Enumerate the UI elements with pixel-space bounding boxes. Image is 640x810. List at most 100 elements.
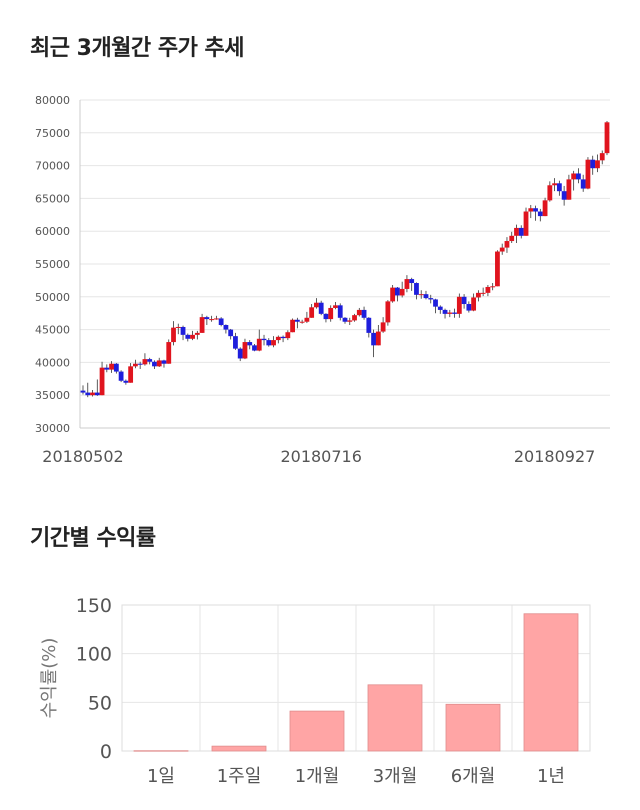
x-tick-label: 3개월 — [373, 766, 418, 787]
candle — [452, 308, 457, 318]
y-tick-label: 0 — [100, 741, 112, 763]
y-tick-label: 55000 — [35, 258, 70, 271]
candle-body — [537, 211, 543, 217]
y-tick-label: 60000 — [35, 225, 70, 238]
candle-body — [337, 305, 343, 318]
candle — [180, 325, 186, 341]
candle — [366, 317, 372, 338]
candle — [414, 282, 419, 300]
candle — [314, 298, 319, 309]
candle-body — [423, 294, 429, 299]
candle-body — [299, 321, 305, 323]
y-tick-label: 50000 — [35, 291, 70, 304]
candle-body — [194, 332, 200, 335]
candle — [599, 150, 605, 165]
candle — [104, 364, 110, 373]
candle — [171, 321, 176, 346]
candle-body — [90, 392, 95, 396]
candle-body — [480, 292, 486, 294]
candle-body — [256, 338, 262, 351]
candle — [456, 293, 462, 318]
candle — [242, 338, 248, 360]
candle-body — [518, 227, 524, 236]
candle-body — [499, 247, 505, 252]
candle — [409, 277, 415, 291]
x-tick-label: 1주일 — [217, 766, 262, 787]
candle-body — [99, 367, 105, 396]
x-tick-label: 1일 — [147, 766, 175, 787]
candle-body — [275, 336, 281, 341]
candle-body — [233, 336, 238, 349]
candle-body — [552, 183, 557, 186]
candle — [190, 330, 195, 341]
candle — [290, 318, 295, 333]
return-bar — [367, 684, 423, 752]
candle-body — [328, 307, 334, 320]
y-tick-label: 40000 — [35, 356, 70, 369]
candle-body — [218, 318, 224, 326]
candle — [361, 306, 367, 320]
candle — [580, 174, 586, 192]
candle — [152, 360, 157, 369]
candle — [442, 308, 448, 319]
candle — [133, 359, 138, 369]
candle-body — [285, 332, 291, 339]
candle — [237, 347, 243, 362]
candle — [518, 225, 524, 239]
candle — [199, 313, 205, 333]
plot-frame — [121, 604, 591, 752]
candle-body — [490, 286, 496, 288]
candle-body — [428, 298, 434, 300]
candle — [576, 168, 581, 184]
candle — [428, 294, 434, 304]
candle — [418, 290, 424, 299]
candle — [137, 361, 143, 369]
y-tick-label: 35000 — [35, 389, 70, 402]
candle — [209, 315, 215, 322]
candle — [333, 302, 338, 310]
candle — [485, 284, 491, 297]
candle — [509, 231, 515, 244]
candle — [385, 300, 391, 326]
candle — [342, 317, 348, 324]
candle-body — [542, 200, 548, 217]
candle-body — [247, 342, 253, 346]
candle — [80, 385, 86, 395]
candle-body — [166, 342, 172, 364]
candle — [299, 319, 305, 324]
candle — [471, 293, 477, 312]
candle-body — [514, 227, 519, 236]
candle-body — [485, 286, 491, 293]
candle-body — [366, 317, 372, 333]
candle-body — [104, 367, 110, 370]
candle-body — [209, 319, 215, 321]
candle — [256, 329, 262, 352]
x-tick-label: 20180927 — [514, 447, 595, 466]
candle-body — [380, 322, 386, 332]
candle-body — [576, 173, 581, 180]
candle — [404, 275, 410, 293]
candle — [371, 329, 376, 358]
candle-body — [528, 208, 534, 212]
candle-body — [175, 326, 181, 328]
candle — [318, 300, 324, 316]
candle — [523, 207, 529, 236]
candle-body — [113, 363, 119, 372]
candle — [352, 313, 357, 322]
candle-body — [404, 279, 410, 289]
candle — [595, 154, 600, 173]
candle — [113, 363, 119, 374]
candle-body — [237, 348, 243, 359]
candle-body — [204, 317, 210, 320]
y-tick-label: 45000 — [35, 324, 70, 337]
candle — [571, 170, 577, 191]
return-bar — [289, 710, 345, 752]
candle — [247, 340, 253, 350]
candle-body — [280, 336, 286, 339]
candle-body — [399, 288, 405, 296]
candle — [204, 315, 210, 326]
candle — [514, 224, 519, 244]
return-bar — [211, 745, 267, 752]
candle — [294, 317, 300, 329]
candle-body — [585, 159, 591, 189]
